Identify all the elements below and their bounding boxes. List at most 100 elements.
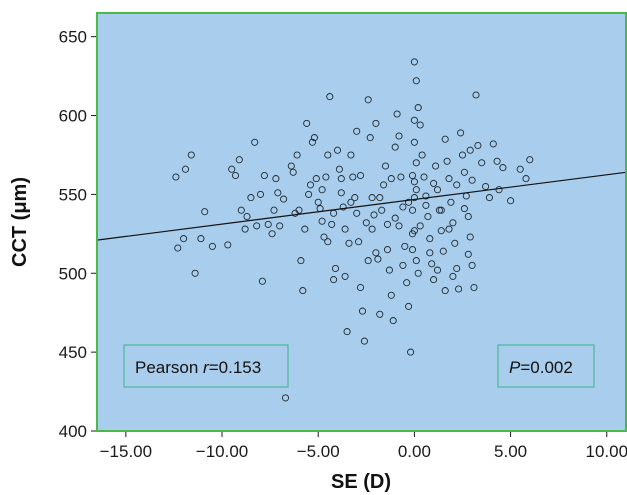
data-point: [453, 264, 461, 273]
data-point: [270, 206, 278, 214]
plot-area: [97, 13, 626, 431]
data-point: [403, 279, 411, 287]
data-point: [399, 203, 407, 211]
data-point: [443, 157, 451, 165]
data-point: [337, 175, 345, 183]
data-point: [385, 266, 393, 274]
data-point: [349, 173, 357, 181]
x-axis-title: SE (D): [331, 471, 391, 493]
data-point: [339, 203, 347, 211]
data-point: [445, 175, 453, 183]
data-point: [324, 238, 332, 246]
data-point: [408, 246, 417, 254]
data-point: [345, 239, 353, 247]
data-point: [243, 212, 251, 221]
data-point: [374, 255, 382, 263]
data-point: [474, 141, 482, 150]
data-point: [397, 173, 405, 181]
data-point: [405, 302, 413, 310]
y-tick-label: 400: [59, 422, 87, 441]
data-point: [208, 242, 216, 250]
axis-ticks: 400 450 500 550 600 650 −15.00 −10.00 −5.00 0.00 5…: [59, 28, 627, 461]
data-point: [437, 227, 445, 235]
data-point: [364, 96, 372, 104]
data-point: [264, 220, 272, 228]
pearson-box: [123, 344, 289, 388]
data-point: [412, 159, 420, 167]
data-point: [472, 91, 480, 99]
data-point: [387, 291, 395, 299]
data-point: [318, 186, 326, 194]
data-point: [308, 138, 316, 146]
data-point: [241, 225, 249, 233]
data-point: [451, 239, 459, 247]
data-point: [187, 151, 195, 159]
data-point: [362, 219, 370, 227]
x-tick-label: −15.00: [100, 442, 152, 461]
data-point: [372, 249, 380, 257]
data-point: [303, 119, 311, 127]
data-point: [378, 206, 386, 214]
data-point: [228, 165, 236, 173]
data-point: [449, 272, 457, 280]
data-point: [335, 165, 343, 173]
data-point: [412, 77, 420, 85]
data-point: [418, 151, 426, 159]
data-point: [516, 165, 524, 173]
data-point: [437, 206, 445, 214]
data-point: [306, 181, 315, 189]
data-point: [407, 348, 415, 356]
data-point: [470, 283, 478, 292]
data-point: [181, 165, 190, 173]
data-point: [464, 212, 472, 221]
x-tick-label: 5.00: [494, 442, 527, 461]
data-point: [410, 116, 418, 124]
data-point: [224, 241, 232, 249]
data-point: [281, 394, 290, 402]
y-tick-label: 550: [59, 185, 87, 204]
data-point: [353, 209, 361, 217]
data-point: [383, 246, 392, 254]
y-tick-label: 450: [59, 343, 87, 362]
data-point: [366, 134, 374, 142]
data-point: [410, 227, 418, 235]
data-point: [301, 225, 309, 233]
data-point: [395, 222, 403, 230]
data-point: [180, 235, 188, 243]
data-point: [347, 198, 355, 206]
data-point: [293, 151, 301, 159]
y-axis-title: CCT (μm): [9, 177, 31, 267]
data-point: [347, 151, 355, 159]
data-point: [464, 250, 472, 258]
data-point: [432, 162, 440, 170]
data-point: [291, 209, 299, 217]
data-point: [343, 328, 351, 336]
data-point: [430, 179, 438, 187]
data-point: [457, 129, 465, 137]
data-point: [297, 257, 305, 265]
data-point: [272, 175, 280, 183]
data-point: [410, 178, 418, 186]
data-point: [435, 206, 443, 214]
data-point: [412, 186, 420, 194]
data-point: [395, 132, 403, 140]
data-point: [478, 159, 486, 167]
data-point: [318, 217, 326, 225]
data-point: [422, 201, 430, 209]
data-point: [231, 171, 240, 180]
data-point: [522, 175, 530, 183]
data-point: [383, 220, 392, 228]
data-point: [172, 173, 180, 181]
data-point: [287, 162, 295, 170]
data-point: [410, 138, 418, 146]
pearson-annotation: Pearson r=0.153: [123, 344, 289, 388]
data-point: [376, 194, 384, 202]
plot-border: [96, 12, 627, 432]
x-tick-label: 0.00: [398, 442, 431, 461]
data-point: [441, 287, 449, 295]
data-point: [453, 181, 461, 189]
y-tick-label: 650: [59, 28, 87, 47]
data-point: [455, 285, 463, 293]
data-point: [353, 127, 361, 135]
